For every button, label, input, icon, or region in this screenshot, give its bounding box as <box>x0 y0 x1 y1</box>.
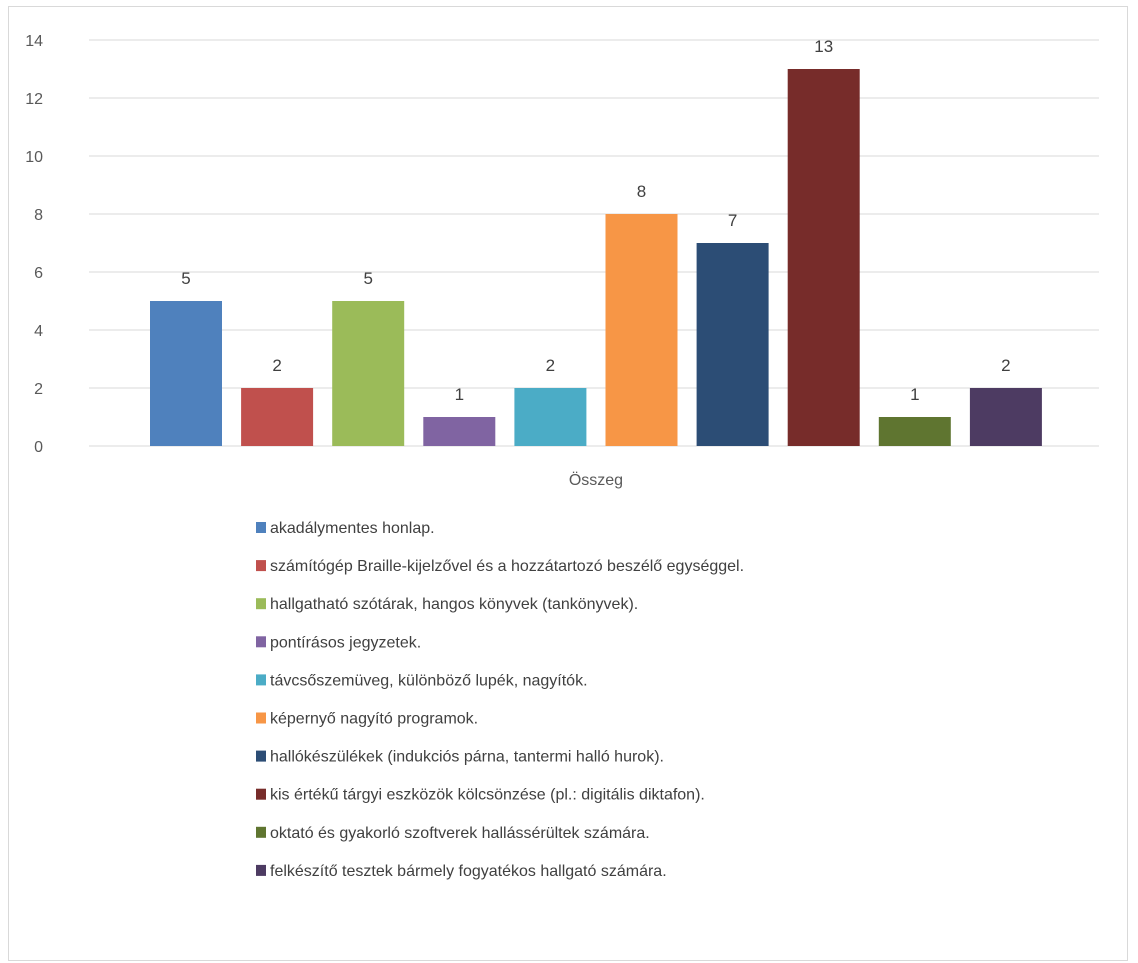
legend-item: hallgatható szótárak, hangos könyvek (ta… <box>256 596 638 613</box>
y-tick-label: 4 <box>34 323 43 340</box>
legend: akadálymentes honlap. számítógép Braille-… <box>256 520 744 880</box>
legend-item: számítógép Braille-kijelzővel és a hozzá… <box>256 558 744 575</box>
legend-swatch <box>256 712 266 724</box>
legend-swatch <box>256 598 266 610</box>
y-axis-ticks: 0 2 4 6 8 10 12 14 <box>25 33 43 456</box>
data-label: 1 <box>455 385 464 404</box>
bar <box>605 214 678 446</box>
legend-label: pontírásos jegyzetek. <box>270 634 421 651</box>
legend-item: hallókészülékek (indukciós párna, tanter… <box>256 749 664 766</box>
gridlines <box>89 39 1099 447</box>
legend-swatch <box>256 826 266 838</box>
legend-label: számítógép Braille-kijelzővel és a hozzá… <box>270 558 744 575</box>
legend-swatch <box>256 864 266 876</box>
bar <box>332 301 405 446</box>
data-label: 2 <box>272 356 281 375</box>
data-labels: 5 2 5 1 2 8 7 13 1 2 <box>181 37 1010 404</box>
data-label: 8 <box>637 182 646 201</box>
bar <box>787 69 860 446</box>
bar <box>423 417 496 446</box>
legend-item: oktató és gyakorló szoftverek hallássérü… <box>256 825 650 842</box>
legend-label: hallgatható szótárak, hangos könyvek (ta… <box>270 596 638 613</box>
y-tick-label: 10 <box>25 149 43 166</box>
legend-label: távcsőszemüveg, különböző lupék, nagyító… <box>270 672 588 689</box>
bar <box>878 417 951 446</box>
bar <box>514 388 587 446</box>
legend-label: kis értékű tárgyi eszközök kölcsönzése (… <box>270 787 705 804</box>
legend-swatch <box>256 522 266 533</box>
y-tick-label: 12 <box>25 91 43 108</box>
legend-swatch <box>256 560 266 572</box>
y-tick-label: 2 <box>34 381 43 398</box>
bars <box>150 69 1042 446</box>
legend-item: képernyő nagyító programok. <box>256 711 478 728</box>
legend-item: akadálymentes honlap. <box>256 520 435 537</box>
bar <box>696 243 769 446</box>
legend-item: távcsőszemüveg, különböző lupék, nagyító… <box>256 672 588 689</box>
legend-item: pontírásos jegyzetek. <box>256 634 421 651</box>
y-tick-label: 0 <box>34 439 43 456</box>
data-label: 7 <box>728 211 737 230</box>
x-axis-ticks: Összeg <box>569 471 623 489</box>
data-label: 1 <box>910 385 919 404</box>
y-tick-label: 6 <box>34 265 43 282</box>
legend-label: képernyő nagyító programok. <box>270 711 478 728</box>
legend-swatch <box>256 674 266 686</box>
legend-item: felkészítő tesztek bármely fogyatékos ha… <box>256 863 667 880</box>
legend-item: kis értékű tárgyi eszközök kölcsönzése (… <box>256 787 705 804</box>
data-label: 5 <box>363 269 372 288</box>
legend-label: hallókészülékek (indukciós párna, tanter… <box>270 749 664 766</box>
y-tick-label: 8 <box>34 207 43 224</box>
legend-label: felkészítő tesztek bármely fogyatékos ha… <box>270 863 667 880</box>
data-label: 2 <box>1001 356 1010 375</box>
data-label: 5 <box>181 269 190 288</box>
y-tick-label: 14 <box>25 33 43 50</box>
legend-swatch <box>256 788 266 800</box>
legend-label: akadálymentes honlap. <box>270 520 435 537</box>
bar <box>150 301 222 446</box>
legend-label: oktató és gyakorló szoftverek hallássérü… <box>270 825 650 842</box>
data-label: 13 <box>814 37 833 56</box>
legend-swatch <box>256 636 266 648</box>
bar <box>241 388 314 446</box>
bar <box>969 388 1042 446</box>
x-tick-label: Összeg <box>569 471 623 489</box>
legend-swatch <box>256 750 266 762</box>
data-label: 2 <box>546 356 555 375</box>
chart-frame: 0 2 4 6 8 10 12 14 5 2 5 1 2 8 7 13 1 2 Összeg akadályme… <box>8 6 1128 961</box>
